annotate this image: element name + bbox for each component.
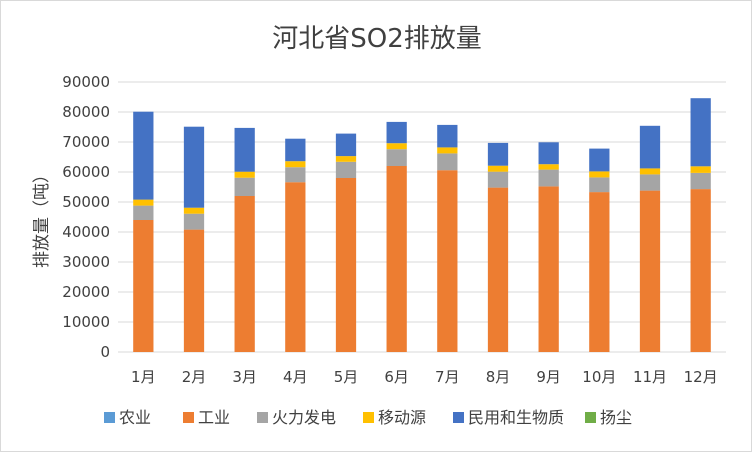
bar-segment (234, 177, 255, 196)
bar-segment (234, 196, 255, 352)
x-tick-label: 9月 (536, 368, 561, 386)
bar-segment (335, 161, 357, 178)
x-tick-label: 12月 (684, 368, 718, 386)
x-tick-label: 10月 (582, 368, 616, 386)
x-tick-label: 5月 (334, 368, 359, 386)
y-tick-label: 80000 (62, 103, 110, 121)
x-tick-labels: 1月 2月 3月 4月 5月 6月 7月 8月 9月 10月 11月 12月 (131, 368, 718, 386)
legend-label: 移动源 (378, 408, 426, 427)
bar-segment (437, 170, 458, 352)
bar-segment (538, 142, 559, 165)
bar-segment (437, 147, 458, 154)
bar-segment (234, 127, 255, 172)
bar-segment (690, 166, 711, 173)
legend-swatch (104, 412, 115, 423)
bar-segment (538, 169, 559, 187)
bar-segment (589, 148, 610, 172)
bar-segment (437, 124, 458, 148)
x-tick-label: 11月 (633, 368, 667, 386)
y-tick-label: 90000 (62, 73, 110, 91)
bar-segment (538, 164, 559, 170)
bar-segment (133, 111, 154, 200)
bar-segment (335, 178, 357, 352)
y-tick-label: 10000 (62, 313, 110, 331)
bar-segment (335, 156, 357, 162)
bar-segment (589, 171, 610, 178)
bar-segment (437, 153, 458, 171)
bar-segment (487, 165, 509, 172)
legend-swatch (183, 412, 194, 423)
bar-segment (538, 186, 559, 352)
bar-segment (487, 171, 509, 188)
bars (133, 98, 711, 352)
bar-segment (133, 199, 154, 206)
bar-segment (285, 167, 306, 183)
y-tick-label: 50000 (62, 193, 110, 211)
bar-segment (589, 192, 610, 352)
legend-label: 民用和生物质 (468, 408, 564, 427)
x-tick-label: 8月 (486, 368, 511, 386)
y-tick-labels: 0 10000 20000 30000 40000 50000 60000 70000 8000… (62, 73, 110, 361)
legend: 农业 工业 火力发电 移动源 民用和生物质 扬尘 (104, 408, 632, 427)
bar-segment (133, 205, 154, 220)
bar-segment (285, 182, 306, 352)
legend-label: 扬尘 (600, 408, 632, 427)
bar-segment (639, 174, 661, 191)
legend-swatch (363, 412, 374, 423)
y-tick-label: 30000 (62, 253, 110, 271)
x-tick-label: 6月 (384, 368, 409, 386)
bar-segment (639, 190, 661, 352)
legend-swatch (257, 412, 268, 423)
bar-segment (183, 213, 205, 230)
legend-label: 工业 (198, 408, 230, 427)
x-tick-label: 2月 (182, 368, 207, 386)
y-tick-label: 0 (100, 343, 110, 361)
bar-segment (183, 126, 205, 208)
bar-segment (639, 125, 661, 169)
legend-swatch (453, 412, 464, 423)
bar-segment (386, 149, 407, 166)
legend-label: 农业 (119, 408, 151, 427)
bar-segment (690, 189, 711, 352)
bar-segment (487, 142, 509, 166)
bar-segment (589, 177, 610, 193)
bar-segment (285, 138, 306, 162)
x-tick-label: 7月 (435, 368, 460, 386)
y-tick-label: 40000 (62, 223, 110, 241)
bar-segment (183, 229, 205, 352)
bar-segment (183, 207, 205, 214)
bar-segment (335, 133, 357, 157)
bar-segment (639, 168, 661, 175)
bar-segment (386, 166, 407, 352)
y-tick-label: 60000 (62, 163, 110, 181)
legend-label: 火力发电 (272, 408, 336, 427)
bar-segment (386, 143, 407, 150)
bar-segment (234, 171, 255, 178)
x-tick-label: 3月 (232, 368, 257, 386)
x-tick-label: 1月 (131, 368, 156, 386)
bar-segment (386, 121, 407, 144)
x-tick-label: 4月 (283, 368, 308, 386)
bar-segment (690, 98, 711, 167)
y-tick-label: 20000 (62, 283, 110, 301)
gridlines (118, 81, 726, 353)
chart-title: 河北省SO2排放量 (272, 24, 482, 54)
bar-segment (133, 220, 154, 352)
y-axis-label: 排放量（吨） (32, 166, 52, 268)
bar-segment (690, 172, 711, 190)
bar-segment (285, 161, 306, 168)
bar-segment (487, 187, 509, 352)
legend-swatch (585, 412, 596, 423)
y-tick-label: 70000 (62, 133, 110, 151)
